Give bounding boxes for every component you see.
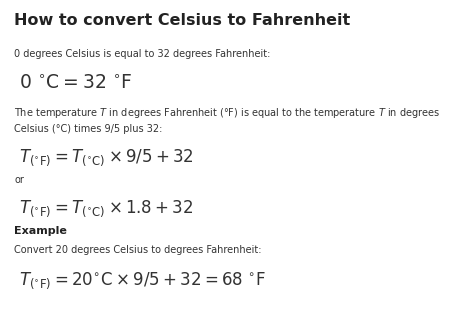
Text: $T_{(\mathrm{^{\circ}F})} = 20\mathrm{^{\circ}C}\times 9/5 + 32 = 68\ \mathrm{^{: $T_{(\mathrm{^{\circ}F})} = 20\mathrm{^{… (19, 270, 266, 291)
Text: $T_{(\mathrm{^{\circ}F})} = T_{(\mathrm{^{\circ}C})}\times 1.8 + 32$: $T_{(\mathrm{^{\circ}F})} = T_{(\mathrm{… (19, 198, 193, 219)
Text: Example: Example (14, 226, 67, 236)
Text: 0 degrees Celsius is equal to 32 degrees Fahrenheit:: 0 degrees Celsius is equal to 32 degrees… (14, 49, 271, 59)
Text: How to convert Celsius to Fahrenheit: How to convert Celsius to Fahrenheit (14, 13, 350, 28)
Text: or: or (14, 175, 24, 185)
Text: $0\ \mathrm{^{\circ}C} = 32\ \mathrm{^{\circ}F}$: $0\ \mathrm{^{\circ}C} = 32\ \mathrm{^{\… (19, 74, 133, 93)
Text: $T_{(\mathrm{^{\circ}F})} = T_{(\mathrm{^{\circ}C})}\times 9/5 + 32$: $T_{(\mathrm{^{\circ}F})} = T_{(\mathrm{… (19, 147, 194, 168)
Text: The temperature $T$ in degrees Fahrenheit (°F) is equal to the temperature $T$ i: The temperature $T$ in degrees Fahrenhei… (14, 106, 440, 120)
Text: Celsius (°C) times 9/5 plus 32:: Celsius (°C) times 9/5 plus 32: (14, 124, 163, 134)
Text: Convert 20 degrees Celsius to degrees Fahrenheit:: Convert 20 degrees Celsius to degrees Fa… (14, 245, 262, 255)
